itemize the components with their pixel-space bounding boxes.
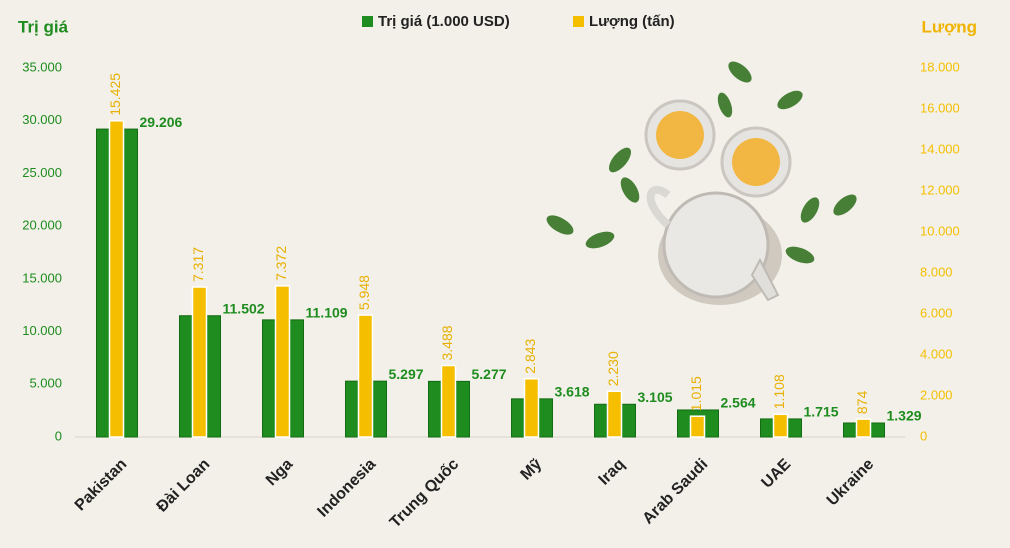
y2-tick-label: 8.000 — [920, 264, 953, 279]
tea — [732, 138, 780, 186]
y2-tick-label: 18.000 — [920, 59, 960, 74]
value-label: 11.502 — [223, 300, 265, 316]
bar — [440, 364, 457, 438]
value-label: 15.425 — [107, 73, 123, 116]
y2-tick-label: 14.000 — [920, 141, 960, 156]
leaf — [717, 92, 733, 118]
y-tick-label: 25.000 — [22, 165, 62, 180]
y2-tick-label: 12.000 — [920, 182, 960, 197]
leaf — [620, 177, 640, 203]
tea-illustration — [546, 61, 857, 305]
value-label: 7.317 — [190, 247, 206, 282]
value-label: 5.948 — [356, 275, 372, 310]
teapot — [662, 191, 770, 299]
value-label: 1.715 — [804, 404, 839, 420]
leaf — [785, 246, 815, 264]
bar — [274, 285, 291, 438]
bar — [855, 418, 872, 438]
legend-swatch — [573, 16, 584, 27]
y2-tick-label: 10.000 — [920, 223, 960, 238]
bar — [191, 286, 208, 438]
value-label: 2.230 — [605, 351, 621, 386]
value-label: 11.109 — [306, 305, 348, 321]
y-tick-label: 10.000 — [22, 323, 62, 338]
y2-tick-label: 4.000 — [920, 346, 953, 361]
bar — [689, 415, 706, 438]
leaf — [585, 231, 615, 249]
leaf — [777, 90, 803, 110]
y2-axis-title: Lượng — [921, 17, 977, 36]
value-label: 3.618 — [555, 384, 590, 400]
legend-label: Trị giá (1.000 USD) — [378, 13, 510, 30]
value-label: 7.372 — [273, 246, 289, 281]
bar — [108, 120, 125, 438]
bar — [357, 314, 374, 438]
value-label: 1.108 — [771, 374, 787, 409]
value-label: 5.297 — [389, 366, 424, 382]
value-label: 2.564 — [721, 395, 756, 411]
y-tick-label: 20.000 — [22, 218, 62, 233]
leaf — [728, 61, 752, 83]
y2-tick-label: 16.000 — [920, 100, 960, 115]
y-tick-label: 5.000 — [29, 376, 62, 391]
teapot-handle — [646, 185, 671, 228]
y2-tick-label: 6.000 — [920, 305, 953, 320]
y-tick-label: 30.000 — [22, 112, 62, 127]
y-axis-title: Trị giá — [18, 17, 69, 36]
value-label: 1.329 — [887, 408, 922, 424]
leaf — [546, 215, 574, 235]
tea — [656, 111, 704, 159]
leaf — [800, 197, 820, 223]
y2-tick-label: 0 — [920, 428, 927, 443]
value-label: 5.277 — [472, 366, 507, 382]
bar — [772, 413, 789, 438]
bar — [523, 377, 540, 438]
value-label: 3.105 — [638, 389, 673, 405]
legend-label: Lượng (tấn) — [589, 13, 675, 30]
y-tick-label: 15.000 — [22, 270, 62, 285]
bar — [606, 390, 623, 438]
y-tick-label: 35.000 — [22, 59, 62, 74]
y-tick-label: 0 — [55, 428, 62, 443]
value-label: 3.488 — [439, 325, 455, 360]
value-label: 29.206 — [140, 114, 183, 130]
value-label: 2.843 — [522, 338, 538, 373]
leaves — [546, 61, 857, 264]
y2-tick-label: 2.000 — [920, 387, 953, 402]
legend-swatch — [362, 16, 373, 27]
leaf — [833, 194, 857, 216]
teapot-spout — [750, 257, 780, 302]
value-label: 1.015 — [688, 376, 704, 411]
value-label: 874 — [854, 391, 870, 415]
leaf — [608, 147, 632, 173]
